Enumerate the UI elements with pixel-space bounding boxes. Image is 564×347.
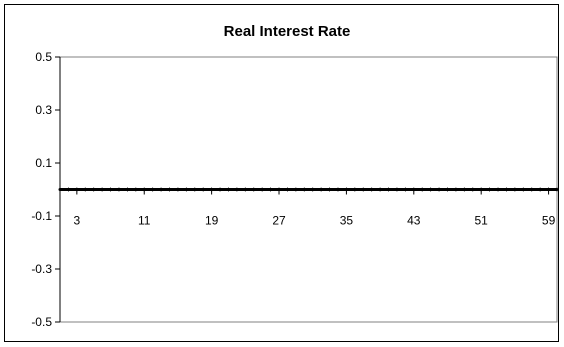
data-point — [235, 188, 239, 191]
data-point — [134, 188, 138, 191]
data-point — [277, 188, 281, 191]
data-point — [378, 188, 382, 191]
data-point — [344, 188, 348, 191]
data-point — [513, 188, 517, 191]
data-point — [488, 188, 492, 191]
data-point — [311, 188, 315, 191]
data-point — [92, 188, 96, 191]
data-point — [370, 188, 374, 191]
x-axis: 3 11 19 27 35 43 51 59 — [59, 187, 558, 228]
data-point — [504, 188, 508, 191]
data-point — [83, 188, 87, 191]
data-point — [285, 188, 289, 191]
data-point — [445, 188, 449, 191]
x-tick-label: 11 — [138, 214, 151, 228]
data-point — [412, 188, 416, 191]
data-point — [125, 188, 129, 191]
data-point — [479, 188, 483, 191]
data-point — [100, 188, 104, 191]
chart-title: Real Interest Rate — [224, 23, 351, 40]
x-tick-label: 59 — [542, 214, 556, 228]
data-point — [471, 188, 475, 191]
data-point — [193, 188, 197, 191]
data-point — [66, 188, 70, 191]
y-tick-label: 0.3 — [35, 103, 52, 117]
y-tick-label: 0.5 — [35, 50, 52, 64]
data-point — [395, 188, 399, 191]
data-point — [184, 188, 188, 191]
data-point — [218, 188, 222, 191]
x-tick-label: 51 — [475, 214, 489, 228]
x-tick-label: 19 — [205, 214, 219, 228]
data-point — [75, 188, 79, 191]
x-tick-label: 35 — [340, 214, 354, 228]
data-point — [201, 188, 205, 191]
y-axis: 0.5 0.3 0.1 -0.1 -0.3 -0.5 — [31, 50, 61, 329]
x-tick-label: 3 — [74, 214, 81, 228]
series-group — [58, 188, 559, 191]
y-tick-label: -0.1 — [31, 209, 52, 223]
x-tick-label: 27 — [272, 214, 286, 228]
data-point — [269, 188, 273, 191]
data-point — [336, 188, 340, 191]
data-point — [176, 188, 180, 191]
chart-frame — [4, 4, 559, 342]
data-point — [538, 188, 542, 191]
data-point — [496, 188, 500, 191]
data-point — [260, 188, 264, 191]
data-point — [319, 188, 323, 191]
data-point — [210, 188, 214, 191]
data-point — [437, 188, 441, 191]
data-point — [252, 188, 256, 191]
data-point — [117, 188, 121, 191]
data-point — [109, 188, 113, 191]
data-point — [226, 188, 230, 191]
data-point — [58, 188, 62, 191]
data-point — [142, 188, 146, 191]
data-point — [521, 188, 525, 191]
data-point — [294, 188, 298, 191]
data-point — [429, 188, 433, 191]
data-point — [168, 188, 172, 191]
data-point — [462, 188, 466, 191]
data-point — [403, 188, 407, 191]
x-tick-label: 43 — [407, 214, 421, 228]
data-point — [361, 188, 365, 191]
data-point — [151, 188, 155, 191]
data-point — [420, 188, 424, 191]
data-point — [454, 188, 458, 191]
data-point — [328, 188, 332, 191]
data-point — [555, 188, 559, 191]
data-point — [530, 188, 534, 191]
data-point — [387, 188, 391, 191]
data-point — [353, 188, 357, 191]
data-point — [302, 188, 306, 191]
data-point — [159, 188, 163, 191]
y-tick-label: -0.5 — [31, 315, 52, 329]
y-tick-label: -0.3 — [31, 262, 52, 276]
data-point — [547, 188, 551, 191]
data-point — [243, 188, 247, 191]
y-tick-label: 0.1 — [35, 156, 52, 170]
